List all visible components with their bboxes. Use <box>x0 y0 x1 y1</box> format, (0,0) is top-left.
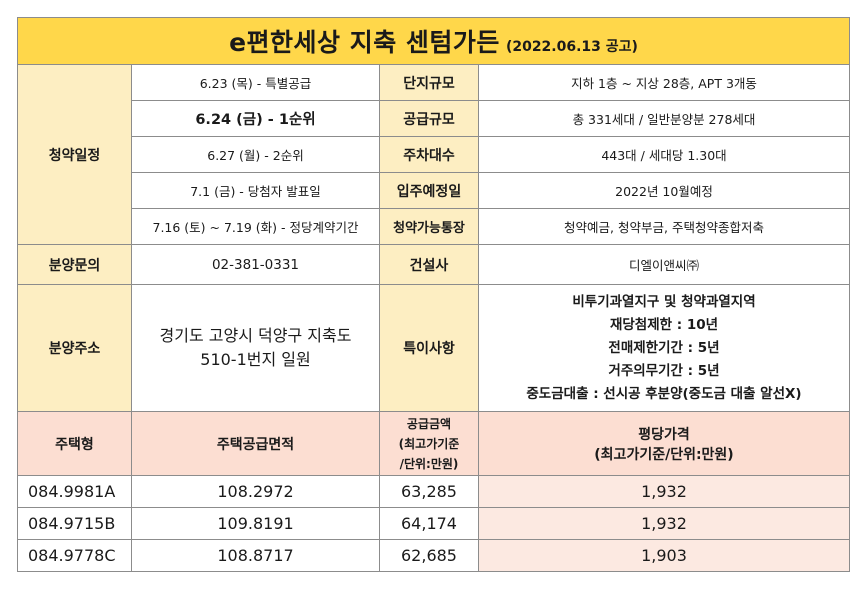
unit-type: 084.9981A <box>17 475 132 508</box>
announcement-date: (2022.06.13 공고) <box>505 39 638 55</box>
eligible-account-value: 청약예금, 청약부금, 주택청약종합저축 <box>478 208 850 245</box>
parking-value: 443대 / 세대당 1.30대 <box>478 136 850 173</box>
supply-area: 108.2972 <box>131 475 380 508</box>
price-per-pyeong: 1,903 <box>478 539 850 572</box>
supply-area: 108.8717 <box>131 539 380 572</box>
notes-value: 비투기과열지구 및 청약과열지역 재당첨제한 : 10년 전매제한기간 : 5년… <box>478 284 850 412</box>
complex-size-label: 단지규모 <box>379 64 479 101</box>
schedule-item: 7.16 (토) ~ 7.19 (화) - 정당계약기간 <box>131 208 380 245</box>
schedule-label: 청약일정 <box>17 64 132 245</box>
supply-amount-header-line: /단위:만원) <box>399 456 459 471</box>
builder-value: 디엘이앤씨㈜ <box>478 244 850 285</box>
supply-amount-header-line: (최고가기준 <box>398 436 460 451</box>
table-row: 084.9778C 108.8717 62,685 1,903 <box>17 539 850 572</box>
supply-amount: 63,285 <box>379 475 479 508</box>
address-line: 510-1번지 일원 <box>200 350 311 369</box>
inquiry-phone: 02-381-0331 <box>131 244 380 285</box>
subscription-info-table: e편한세상 지축 센텀가든 (2022.06.13 공고) 청약일정 6.23 (… <box>17 17 850 572</box>
supply-size-label: 공급규모 <box>379 100 479 137</box>
note-line: 전매제한기간 : 5년 <box>608 339 720 356</box>
schedule-item: 6.24 (금) - 1순위 <box>131 100 380 137</box>
supply-amount-header: 공급금액 (최고가기준 /단위:만원) <box>379 411 479 476</box>
table-row: 084.9715B 109.8191 64,174 1,932 <box>17 507 850 540</box>
schedule-item: 6.27 (월) - 2순위 <box>131 136 380 173</box>
schedule-item: 7.1 (금) - 당첨자 발표일 <box>131 172 380 209</box>
supply-area: 109.8191 <box>131 507 380 540</box>
price-per-pyeong-header: 평당가격 (최고가기준/단위:만원) <box>478 411 850 476</box>
unit-type: 084.9778C <box>17 539 132 572</box>
price-per-pyeong: 1,932 <box>478 475 850 508</box>
note-line: 비투기과열지구 및 청약과열지역 <box>572 293 756 310</box>
price-header-line: 평당가격 <box>638 426 690 443</box>
schedule-item: 6.23 (목) - 특별공급 <box>131 64 380 101</box>
title-banner: e편한세상 지축 센텀가든 (2022.06.13 공고) <box>17 17 850 65</box>
supply-amount-header-line: 공급금액 <box>406 416 452 431</box>
supply-amount: 64,174 <box>379 507 479 540</box>
address-label: 분양주소 <box>17 284 132 412</box>
complex-size-value: 지하 1층 ~ 지상 28층, APT 3개동 <box>478 64 850 101</box>
parking-label: 주차대수 <box>379 136 479 173</box>
note-line: 중도금대출 : 선시공 후분양(중도금 대출 알선X) <box>526 385 802 402</box>
table-row: 084.9981A 108.2972 63,285 1,932 <box>17 475 850 508</box>
eligible-account-label: 청약가능통장 <box>379 208 479 245</box>
note-line: 재당첨제한 : 10년 <box>609 316 719 333</box>
address-value: 경기도 고양시 덕양구 지축도 510-1번지 일원 <box>131 284 380 412</box>
inquiry-label: 분양문의 <box>17 244 132 285</box>
unit-type: 084.9715B <box>17 507 132 540</box>
supply-amount: 62,685 <box>379 539 479 572</box>
notes-label: 특이사항 <box>379 284 479 412</box>
page-title: e편한세상 지축 센텀가든 <box>229 28 500 57</box>
supply-size-value: 총 331세대 / 일반분양분 278세대 <box>478 100 850 137</box>
address-line: 경기도 고양시 덕양구 지축도 <box>159 326 352 345</box>
builder-label: 건설사 <box>379 244 479 285</box>
price-header-line: (최고가기준/단위:만원) <box>594 446 734 463</box>
move-in-label: 입주예정일 <box>379 172 479 209</box>
note-line: 거주의무기간 : 5년 <box>608 362 720 379</box>
price-per-pyeong: 1,932 <box>478 507 850 540</box>
move-in-value: 2022년 10월예정 <box>478 172 850 209</box>
unit-type-header: 주택형 <box>17 411 132 476</box>
supply-area-header: 주택공급면적 <box>131 411 380 476</box>
